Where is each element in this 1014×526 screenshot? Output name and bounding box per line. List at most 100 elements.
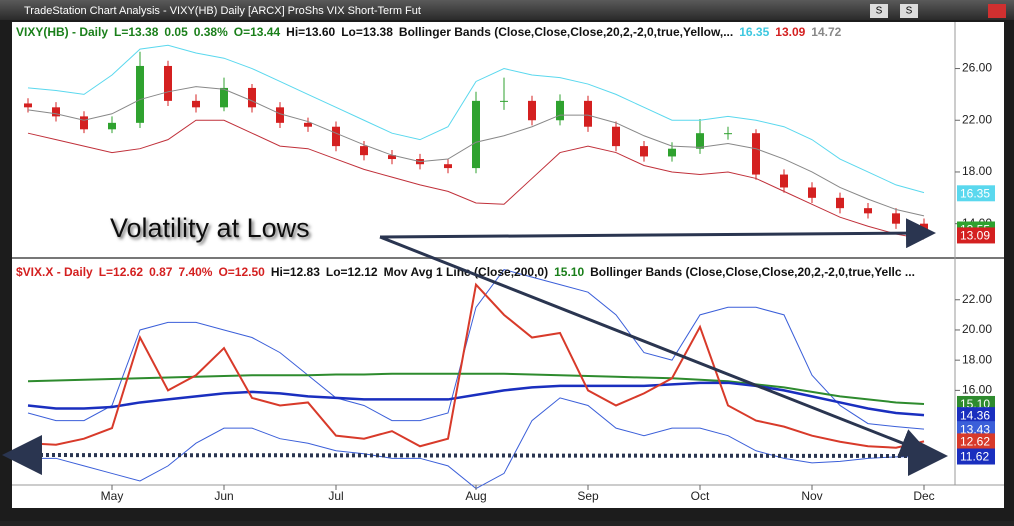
candle-body (612, 126, 620, 147)
indicator-line (27, 372, 925, 405)
panel-header: $VIX.X - Daily L=12.62 0.87 7.40% O=12.50 Hi=… (16, 265, 915, 279)
candle-body (640, 146, 648, 157)
candle-body (52, 107, 60, 117)
x-tick-label: Nov (801, 489, 822, 503)
arrow (379, 218, 936, 249)
header-item: 0.87 (149, 265, 173, 279)
header-item: Hi=12.83 (271, 265, 320, 279)
arrow (379, 235, 931, 458)
header-item: $VIX.X - Daily (16, 265, 93, 279)
candle-body (24, 103, 32, 108)
candle-body (584, 100, 592, 127)
candle-body (248, 87, 256, 108)
indicator-line (27, 44, 925, 194)
candle-body (808, 187, 816, 198)
header-item: Lo=13.38 (341, 25, 393, 39)
header-item: 14.72 (811, 25, 841, 39)
candle-body (304, 122, 312, 127)
x-tick-label: May (101, 489, 124, 503)
close-button[interactable] (988, 4, 1006, 18)
price-label: 16.35 (960, 186, 990, 200)
chart-area (12, 22, 1004, 508)
candle-body (136, 65, 144, 123)
header-item: 15.10 (554, 265, 584, 279)
window-button-label[interactable]: S (876, 6, 883, 17)
candle-body (164, 65, 172, 101)
price-label-box (957, 448, 995, 465)
x-tick-label: Aug (465, 489, 486, 503)
window-button[interactable] (870, 4, 888, 18)
header-item: 0.38% (194, 25, 228, 39)
candle-body (528, 100, 536, 121)
header-item: O=12.50 (218, 265, 265, 279)
header-item: Bollinger Bands (Close,Close,Close,20,2,… (590, 265, 915, 279)
x-tick-label: Oct (691, 489, 710, 503)
candle-body (724, 133, 732, 135)
window-button[interactable] (900, 4, 918, 18)
x-tick-label: Dec (913, 489, 934, 503)
candle-body (108, 122, 116, 130)
y-tick-label: 22.00 (962, 112, 992, 126)
candle-body (500, 100, 508, 102)
x-tick-label: Sep (577, 489, 599, 503)
price-label: 13.09 (960, 229, 990, 243)
price-label: 13.43 (960, 422, 990, 436)
candle-body (360, 146, 368, 156)
dotted-arrow (2, 435, 948, 476)
header-item: O=13.44 (234, 25, 281, 39)
header-item: Hi=13.60 (286, 25, 335, 39)
y-tick-label: 16.00 (962, 383, 992, 397)
indicator-line (27, 86, 925, 217)
x-tick-label: Jul (328, 489, 343, 503)
candle-body (556, 100, 564, 121)
price-label-box (957, 407, 995, 424)
price-label-box (957, 185, 995, 202)
candle-body (332, 126, 340, 147)
panel-header: VIXY(HB) - Daily L=13.38 0.05 0.38% O=13.44 H… (16, 25, 842, 39)
y-tick-label: 18.00 (962, 352, 992, 366)
candle-body (388, 155, 396, 160)
price-label: 14.36 (960, 408, 990, 422)
price-label: 12.62 (960, 435, 990, 449)
candle-body (276, 107, 284, 123)
price-label-box (957, 421, 995, 438)
annotation: Volatility at Lows (110, 213, 310, 243)
candle-body (444, 164, 452, 169)
candle-body (780, 174, 788, 188)
header-item: 13.09 (775, 25, 805, 39)
candle-body (836, 197, 844, 209)
candle-body (864, 208, 872, 214)
indicator-line (27, 119, 925, 240)
window-button-label[interactable]: S (906, 6, 913, 17)
header-item: 7.40% (178, 265, 212, 279)
header-item: Lo=12.12 (326, 265, 378, 279)
price-label-box (957, 433, 995, 450)
indicator-line (27, 282, 925, 449)
candle-body (668, 148, 676, 157)
title-bar (0, 0, 1014, 20)
price-label: 11.62 (960, 450, 989, 464)
header-item: 0.05 (164, 25, 188, 39)
candle-body (80, 116, 88, 130)
header-item: L=13.38 (114, 25, 159, 39)
indicator-line (27, 268, 925, 430)
candle-body (920, 223, 928, 232)
y-tick-label: 20.00 (962, 322, 992, 336)
y-tick-label: 22.00 (962, 292, 992, 306)
candle-body (696, 133, 704, 149)
window-title: TradeStation Chart Analysis - VIXY(HB) D… (24, 5, 421, 17)
candle-body (892, 213, 900, 224)
header-item: Bollinger Bands (Close,Close,Close,20,2,… (399, 25, 733, 39)
header-item: 16.35 (739, 25, 769, 39)
candle-body (752, 133, 760, 175)
candle-body (472, 100, 480, 169)
y-tick-label: 18.00 (962, 164, 992, 178)
candle-body (192, 100, 200, 108)
indicator-line (27, 381, 925, 417)
header-item: L=12.62 (99, 265, 144, 279)
price-label-box (957, 227, 995, 244)
x-tick-label: Jun (214, 489, 233, 503)
header-item: VIXY(HB) - Daily (16, 25, 108, 39)
